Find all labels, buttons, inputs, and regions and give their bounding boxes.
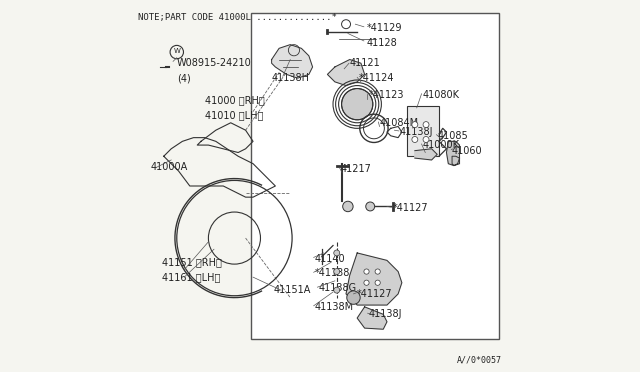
Text: 41138J: 41138J	[369, 310, 402, 319]
Text: 41138M: 41138M	[314, 302, 353, 312]
Polygon shape	[346, 253, 402, 305]
Text: *41124: *41124	[359, 73, 394, 83]
Text: (4): (4)	[177, 73, 191, 83]
Polygon shape	[415, 149, 437, 160]
Text: 41138J: 41138J	[400, 127, 433, 137]
Text: 41060: 41060	[452, 146, 483, 155]
Circle shape	[423, 137, 429, 142]
Circle shape	[364, 280, 369, 285]
Text: *41127: *41127	[392, 203, 428, 213]
Text: 41080K: 41080K	[422, 90, 460, 100]
Circle shape	[375, 269, 380, 274]
Bar	[408, 106, 439, 156]
Circle shape	[342, 89, 373, 120]
Text: *41138: *41138	[314, 269, 350, 278]
Text: 41085: 41085	[437, 131, 468, 141]
Circle shape	[375, 280, 380, 285]
Text: 41121: 41121	[349, 58, 381, 68]
Text: 41161 〈LH〉: 41161 〈LH〉	[162, 272, 220, 282]
Circle shape	[334, 250, 340, 256]
Text: 41138H: 41138H	[271, 73, 310, 83]
Circle shape	[347, 291, 360, 304]
Text: 41000 〈RH〉: 41000 〈RH〉	[205, 96, 264, 105]
Text: *41129: *41129	[367, 23, 402, 33]
Text: *41123: *41123	[369, 90, 404, 100]
Text: 41000K: 41000K	[422, 140, 460, 150]
Text: 41000A: 41000A	[151, 163, 188, 172]
Text: 41140: 41140	[314, 254, 345, 263]
Circle shape	[365, 202, 374, 211]
Text: W08915-24210: W08915-24210	[177, 58, 252, 68]
Text: 41138G: 41138G	[318, 283, 356, 293]
Polygon shape	[447, 141, 460, 166]
Circle shape	[423, 122, 429, 128]
Circle shape	[334, 287, 340, 293]
Text: 41128: 41128	[367, 38, 397, 48]
Polygon shape	[328, 60, 365, 86]
Text: 41151A: 41151A	[273, 285, 311, 295]
Circle shape	[412, 122, 418, 128]
Bar	[251, 13, 499, 339]
Text: 41151 〈RH〉: 41151 〈RH〉	[162, 257, 222, 267]
Circle shape	[334, 269, 340, 275]
Circle shape	[412, 137, 418, 142]
Text: *41127: *41127	[357, 289, 393, 299]
Polygon shape	[271, 45, 312, 78]
Polygon shape	[357, 307, 387, 329]
Text: 41217: 41217	[340, 164, 371, 174]
Text: 41084M: 41084M	[380, 118, 419, 128]
Text: W: W	[173, 48, 180, 54]
Text: NOTE;PART CODE 41000L ..............*: NOTE;PART CODE 41000L ..............*	[138, 13, 337, 22]
Circle shape	[364, 269, 369, 274]
Circle shape	[342, 201, 353, 212]
Text: 41010 〈LH〉: 41010 〈LH〉	[205, 110, 263, 120]
Text: A//0*0057: A//0*0057	[457, 356, 502, 365]
